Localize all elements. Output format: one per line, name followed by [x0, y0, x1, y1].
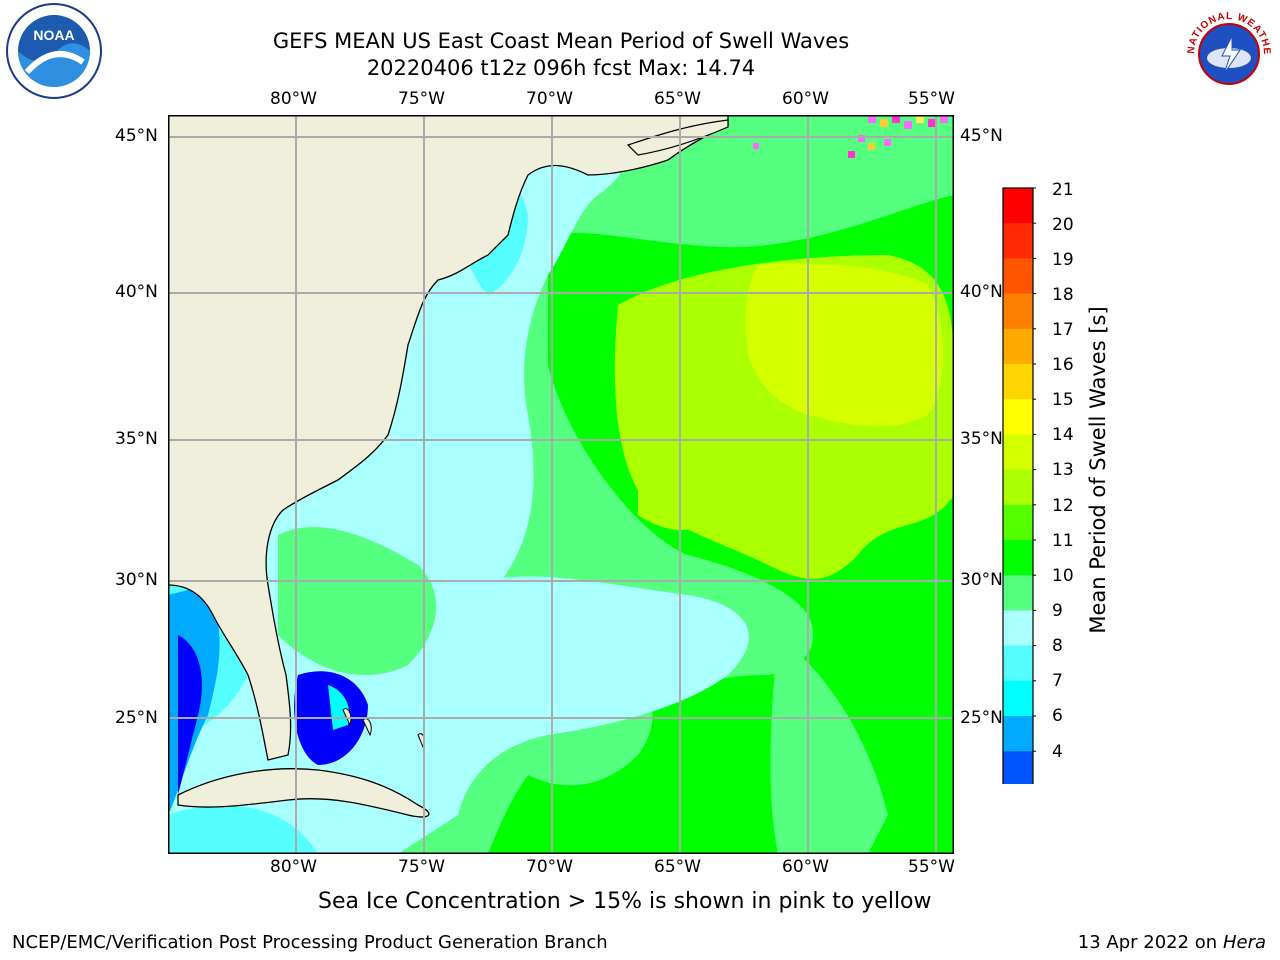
colorbar-frame [1002, 187, 1034, 784]
noaa-logo-text: NOAA [33, 27, 74, 43]
colorbar-segment [1003, 504, 1033, 541]
colorbar-tick-label: 16 [1052, 355, 1074, 375]
colorbar-segment [1003, 364, 1033, 400]
swell-yellow-region [745, 263, 943, 427]
lat-label-left: 40°N [115, 282, 158, 302]
lon-label-bottom: 70°W [526, 857, 573, 877]
cuba-land [177, 768, 430, 818]
colorbar-segment [1003, 751, 1033, 784]
lat-label-right: 45°N [960, 126, 1003, 146]
colorbar-tick-label: 6 [1052, 706, 1063, 726]
lat-label-right: 40°N [960, 282, 1003, 302]
lat-label-right: 25°N [960, 708, 1003, 728]
colorbar-segment [1003, 540, 1033, 576]
colorbar-title: Mean Period of Swell Waves [s] [1086, 306, 1110, 634]
map-frame [168, 115, 954, 854]
lon-label-bottom: 55°W [908, 857, 955, 877]
colorbar-tick-label: 15 [1052, 390, 1074, 410]
map-gridlines [168, 115, 954, 854]
colorbar-tick-label: 9 [1052, 601, 1063, 621]
colorbar-segment [1003, 328, 1033, 365]
colorbar-segment [1003, 399, 1033, 435]
map-area [168, 115, 954, 854]
colorbar-tick-label: 11 [1052, 531, 1074, 551]
colorbar-tick-label: 17 [1052, 320, 1074, 340]
colorbar-tick-label: 8 [1052, 636, 1063, 656]
lon-label-top: 75°W [398, 89, 445, 109]
colorbar-tick-label: 10 [1052, 566, 1074, 586]
colorbar-segment [1003, 645, 1033, 682]
colorbar-segment [1003, 223, 1033, 259]
colorbar-segment [1003, 469, 1033, 506]
lon-label-top: 60°W [782, 89, 829, 109]
colorbar-tick-label: 18 [1052, 285, 1074, 305]
colorbar-segment [1003, 434, 1033, 471]
colorbar-segment [1003, 575, 1033, 611]
lat-label-right: 30°N [960, 570, 1003, 590]
footer-date: 13 Apr 2022 on [1077, 932, 1223, 953]
chart-title: GEFS MEAN US East Coast Mean Period of S… [272, 29, 850, 53]
lon-label-bottom: 80°W [270, 857, 317, 877]
lon-label-top: 80°W [270, 89, 317, 109]
colorbar-segment [1003, 258, 1033, 295]
colorbar-tick-label: 21 [1052, 180, 1074, 200]
lon-label-top: 70°W [526, 89, 573, 109]
nws-logo-icon: NATIONAL WEATHER SERVICE [1180, 2, 1273, 98]
lat-label-left: 45°N [115, 126, 158, 146]
sea-ice-note: Sea Ice Concentration > 15% is shown in … [318, 889, 932, 914]
colorbar-segment [1003, 610, 1033, 647]
colorbar-segment [1003, 188, 1033, 224]
chart-subtitle: 20220406 t12z 096h fcst Max: 14.74 [366, 56, 756, 80]
footer-left: NCEP/EMC/Verification Post Processing Pr… [12, 932, 608, 953]
lat-label-right: 35°N [960, 429, 1003, 449]
colorbar-tick-label: 19 [1052, 250, 1074, 270]
colorbar-segment [1003, 293, 1033, 330]
lon-label-top: 55°W [908, 89, 955, 109]
colorbar-tick-label: 7 [1052, 671, 1063, 691]
footer-host: Hera [1222, 932, 1266, 953]
colorbar-tick-label: 4 [1052, 742, 1063, 762]
lon-label-bottom: 60°W [782, 857, 829, 877]
colorbar-segment [1003, 680, 1033, 717]
colorbar-tick-label: 14 [1052, 425, 1074, 445]
colorbar-segment [1003, 716, 1033, 752]
lat-label-left: 30°N [115, 570, 158, 590]
gulf-blue-region [178, 635, 202, 795]
colorbar [1002, 187, 1036, 784]
lat-label-left: 25°N [115, 708, 158, 728]
lon-label-bottom: 65°W [654, 857, 701, 877]
colorbar-tick-label: 13 [1052, 460, 1074, 480]
footer-right: 13 Apr 2022 on Hera [1078, 932, 1266, 953]
lat-label-left: 35°N [115, 429, 158, 449]
north-america-land [168, 115, 729, 761]
lon-label-bottom: 75°W [398, 857, 445, 877]
colorbar-tick-label: 12 [1052, 496, 1074, 516]
colorbar-tick-label: 20 [1052, 215, 1074, 235]
lon-label-top: 65°W [654, 89, 701, 109]
noaa-logo-icon: NOAA [6, 3, 102, 99]
sea-ice-markers [753, 115, 948, 158]
